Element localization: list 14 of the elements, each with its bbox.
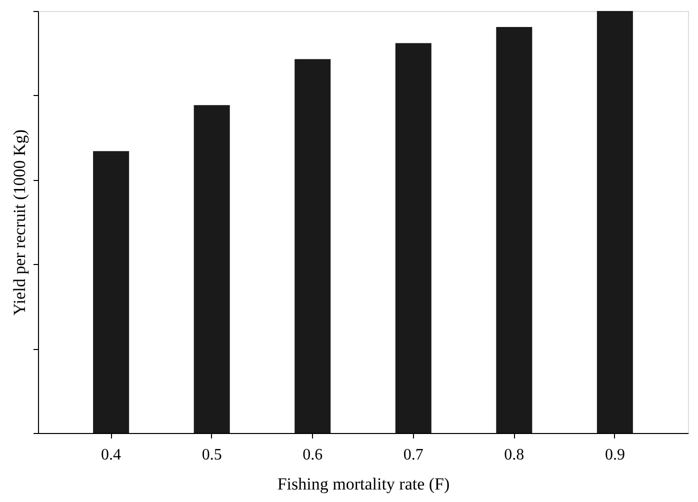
x-tick-label: 0.6	[302, 446, 323, 464]
y-axis-title: Yield per recruit (1000 Kg)	[10, 130, 29, 316]
x-tick-label: 0.7	[403, 446, 424, 464]
x-axis-title: Fishing mortality rate (F)	[277, 474, 450, 494]
x-tick-label: 0.4	[101, 446, 122, 464]
bar	[93, 151, 130, 433]
x-tick-label: 0.8	[504, 446, 524, 464]
x-tick-label: 0.5	[202, 446, 222, 464]
bar	[496, 27, 532, 433]
bar	[596, 11, 633, 433]
bar	[194, 105, 230, 433]
bar	[294, 59, 331, 433]
bar	[395, 43, 432, 433]
x-tick-label: 0.9	[604, 446, 625, 464]
